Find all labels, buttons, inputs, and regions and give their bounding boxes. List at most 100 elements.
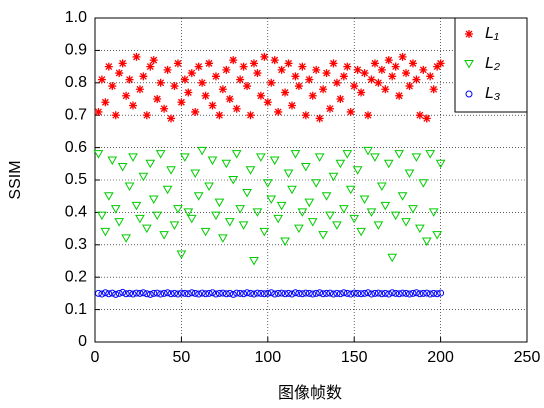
- point: [167, 114, 176, 123]
- point: [222, 65, 231, 74]
- point: [184, 290, 192, 298]
- x-tick-label: 0: [91, 349, 100, 366]
- point: [350, 289, 358, 297]
- point: [404, 169, 415, 179]
- point: [160, 104, 169, 113]
- point: [129, 290, 137, 298]
- point: [376, 182, 387, 191]
- point: [218, 85, 227, 94]
- point: [191, 107, 200, 116]
- point: [405, 82, 414, 91]
- point: [119, 288, 127, 296]
- point: [326, 289, 334, 297]
- point: [136, 289, 144, 297]
- x-tick-label: 250: [514, 349, 541, 366]
- point: [208, 101, 217, 110]
- point: [101, 289, 109, 297]
- point: [239, 62, 248, 71]
- point: [287, 185, 297, 195]
- legend-marker: [465, 30, 473, 38]
- point: [391, 62, 400, 71]
- point: [173, 59, 182, 68]
- point: [298, 62, 307, 71]
- point: [252, 208, 263, 217]
- point: [336, 290, 344, 298]
- point: [338, 205, 349, 214]
- point: [291, 72, 300, 81]
- point: [380, 201, 391, 211]
- point: [202, 290, 210, 298]
- point: [340, 289, 348, 297]
- point: [215, 289, 223, 297]
- point: [236, 289, 244, 297]
- point: [260, 290, 268, 298]
- point: [148, 195, 159, 204]
- legend-label: L₂: [485, 55, 500, 72]
- point: [128, 153, 138, 162]
- y-tick-label: 1.0: [65, 9, 87, 26]
- point: [342, 150, 353, 159]
- point: [408, 205, 418, 214]
- point: [215, 111, 224, 120]
- point: [419, 289, 427, 297]
- y-axis-label: SSIM: [7, 160, 24, 199]
- point: [421, 237, 432, 247]
- point: [415, 224, 425, 234]
- point: [354, 289, 362, 297]
- y-tick-label: 0.1: [65, 301, 87, 318]
- point: [173, 205, 183, 214]
- point: [145, 159, 156, 169]
- point: [122, 91, 131, 100]
- point: [100, 227, 111, 237]
- point: [180, 75, 189, 84]
- point: [363, 146, 373, 156]
- point: [179, 153, 190, 162]
- point: [308, 91, 317, 100]
- point: [332, 221, 342, 230]
- point: [367, 75, 376, 84]
- point: [138, 172, 149, 182]
- point: [281, 88, 290, 97]
- point: [409, 289, 417, 297]
- point: [343, 289, 351, 297]
- point: [436, 59, 445, 68]
- point: [93, 150, 104, 159]
- point: [359, 195, 370, 204]
- point: [153, 95, 162, 103]
- point: [142, 111, 151, 120]
- point: [422, 114, 431, 123]
- point: [305, 75, 314, 84]
- point: [187, 69, 196, 78]
- point: [285, 289, 293, 297]
- point: [288, 290, 296, 298]
- legend-marker: [465, 90, 473, 98]
- y-tick-label: 0.8: [65, 74, 87, 91]
- point: [159, 231, 169, 240]
- point: [378, 290, 386, 298]
- point: [415, 111, 424, 120]
- point: [311, 179, 322, 188]
- y-tick-label: 0.5: [65, 171, 87, 188]
- point: [377, 65, 386, 74]
- point: [284, 59, 293, 68]
- point: [435, 159, 446, 169]
- point: [321, 192, 332, 201]
- y-tick-label: 0.2: [65, 268, 87, 285]
- point: [135, 85, 144, 94]
- point: [184, 88, 193, 97]
- point: [121, 234, 131, 243]
- point: [131, 201, 142, 211]
- point: [402, 289, 410, 297]
- point: [218, 234, 228, 243]
- point: [228, 176, 239, 185]
- point: [219, 289, 227, 297]
- point: [225, 95, 234, 103]
- point: [335, 159, 346, 169]
- point: [235, 205, 246, 214]
- point: [167, 290, 175, 298]
- point: [197, 146, 207, 156]
- point: [198, 78, 207, 87]
- point: [419, 65, 428, 74]
- point: [209, 289, 217, 297]
